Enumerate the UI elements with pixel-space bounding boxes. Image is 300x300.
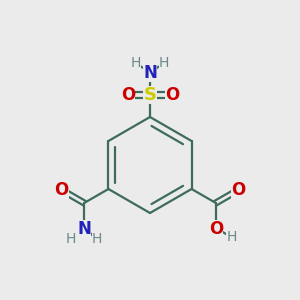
Text: O: O bbox=[165, 86, 179, 104]
Text: O: O bbox=[231, 181, 245, 199]
Text: O: O bbox=[121, 86, 135, 104]
Text: H: H bbox=[66, 232, 76, 246]
Text: H: H bbox=[92, 232, 102, 246]
Text: S: S bbox=[143, 86, 157, 104]
Text: N: N bbox=[143, 64, 157, 82]
Text: O: O bbox=[55, 181, 69, 199]
Text: H: H bbox=[159, 56, 169, 70]
Text: N: N bbox=[77, 220, 91, 238]
Text: H: H bbox=[226, 230, 237, 244]
Text: O: O bbox=[209, 220, 223, 238]
Text: H: H bbox=[131, 56, 141, 70]
